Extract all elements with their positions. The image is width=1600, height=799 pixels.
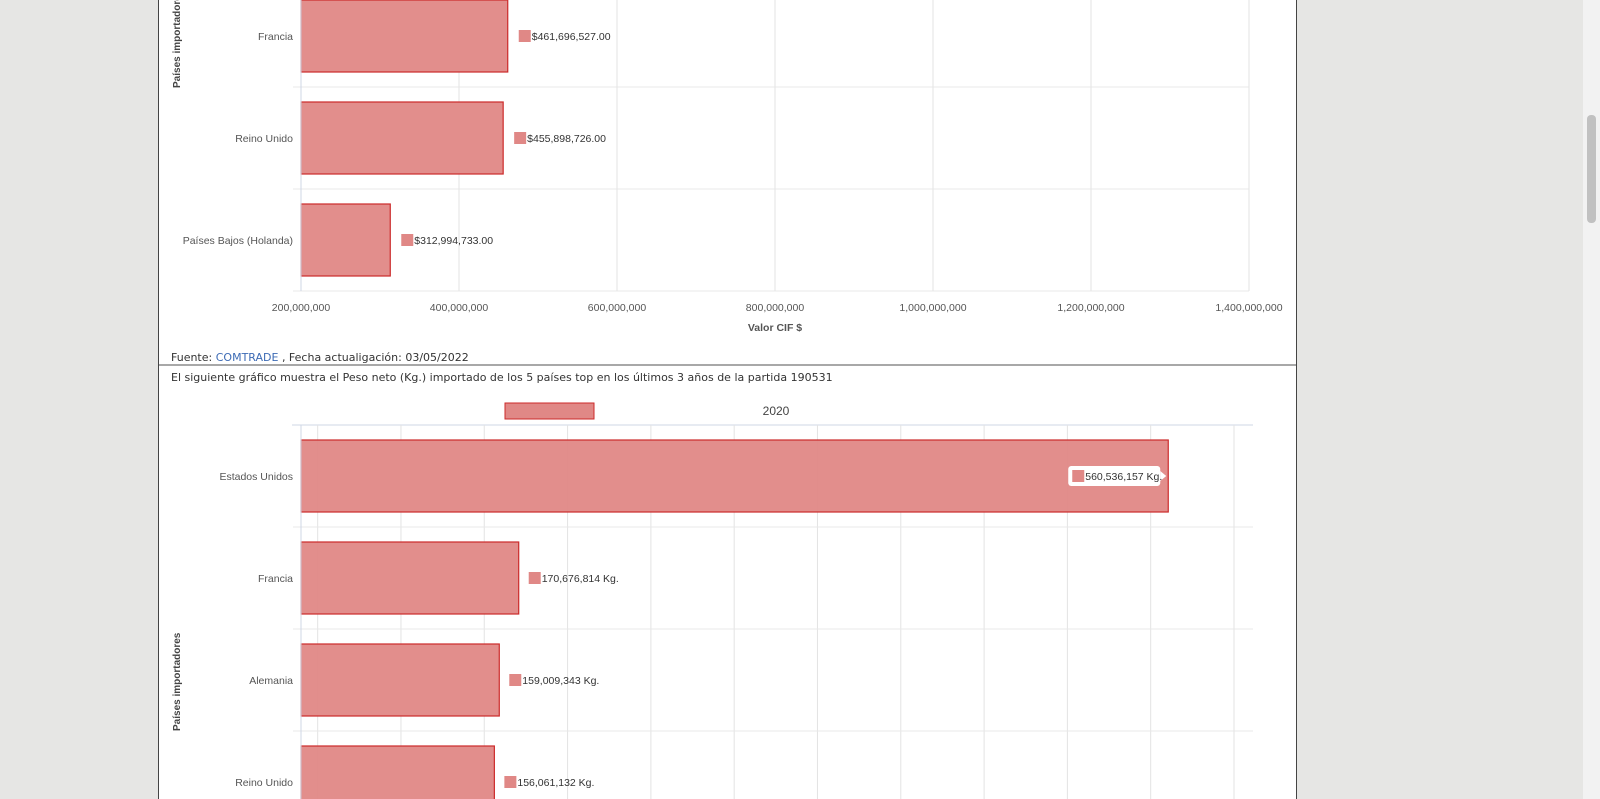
y-axis-title: Países importadores: [172, 632, 183, 731]
data-label: $455,898,726.00: [527, 133, 606, 145]
x-tick-label: 1,200,000,000: [1057, 302, 1124, 314]
category-label: Reino Unido: [235, 777, 293, 789]
x-tick-label: 600,000,000: [588, 302, 647, 314]
bar: [300, 439, 1169, 513]
chart-valor-cif: 200,000,000 400,000,000 600,000,000 800,000…: [172, 0, 1283, 334]
data-label: 560,536,157 Kg.: [1085, 471, 1162, 483]
data-label-marker: [401, 234, 414, 246]
bar: [300, 101, 504, 175]
x-tick-label: 1,000,000,000: [899, 302, 966, 314]
data-label-marker: [504, 776, 517, 788]
data-label-marker: [509, 674, 522, 686]
bar: [300, 203, 391, 277]
x-tick-label: 1,400,000,000: [1215, 302, 1282, 314]
data-label: 156,061,132 Kg.: [517, 777, 594, 789]
data-label-marker: [514, 132, 527, 144]
source-note: Fuente: COMTRADE , Fecha actualigación: …: [171, 351, 469, 364]
data-label-marker: [1072, 470, 1085, 482]
category-label: Países Bajos (Holanda): [183, 235, 293, 247]
scrollbar[interactable]: [1583, 0, 1600, 799]
category-label: Francia: [258, 573, 293, 585]
source-date: , Fecha actualigación: 03/05/2022: [281, 351, 469, 364]
source-prefix: Fuente:: [171, 351, 213, 364]
x-tick-label: 400,000,000: [430, 302, 489, 314]
bar: [300, 0, 509, 73]
category-label: Estados Unidos: [219, 471, 293, 483]
data-label: 159,009,343 Kg.: [522, 675, 599, 687]
legend-swatch: [504, 402, 595, 420]
x-axis-title: Valor CIF $: [748, 322, 802, 334]
bar: [300, 541, 520, 615]
category-label: Francia: [258, 31, 293, 43]
source-link[interactable]: COMTRADE: [215, 351, 279, 364]
data-label-marker: [518, 30, 531, 42]
section-divider: [159, 364, 1296, 366]
data-label: $461,696,527.00: [532, 31, 611, 43]
x-tick-label: 800,000,000: [746, 302, 805, 314]
chart-peso-neto: 2020 Estados Unidos 560,536,157 Kg. Francia…: [172, 402, 1253, 799]
data-label-pointer: [1160, 471, 1167, 481]
content-panel: 200,000,000 400,000,000 600,000,000 800,000…: [158, 0, 1297, 799]
scrollbar-thumb[interactable]: [1587, 115, 1596, 223]
chart2-caption: El siguiente gráfico muestra el Peso net…: [171, 371, 833, 384]
legend-label: 2020: [763, 404, 790, 418]
data-label-box: [1068, 466, 1161, 486]
bar: [300, 745, 495, 799]
data-label: $312,994,733.00: [414, 235, 493, 247]
data-label: 170,676,814 Kg.: [542, 573, 619, 585]
category-label: Reino Unido: [235, 133, 293, 145]
bar: [300, 643, 500, 717]
x-tick-label: 200,000,000: [272, 302, 331, 314]
y-axis-title: Países importadores: [172, 0, 183, 88]
category-label: Alemania: [249, 675, 293, 687]
data-label-marker: [528, 572, 541, 584]
